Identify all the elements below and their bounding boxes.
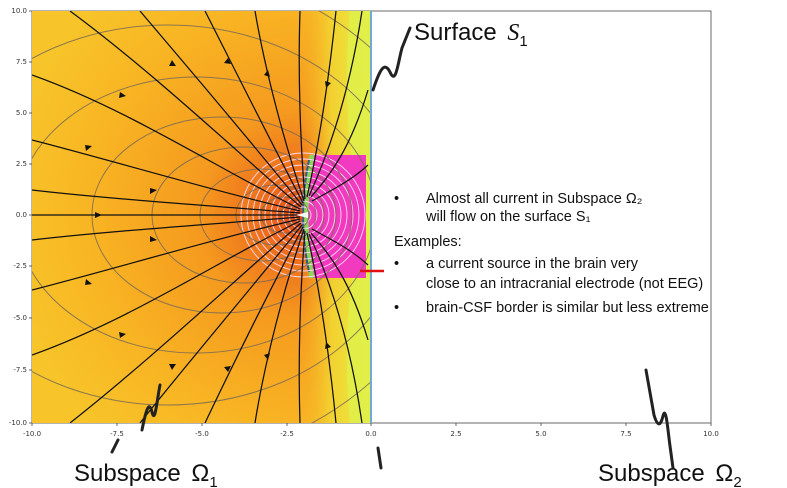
surface-label: Surface S1 (414, 19, 528, 50)
y-tick-label: 0.0 (16, 211, 27, 219)
note-1-line-2: will flow on the surface S₁ (426, 209, 591, 225)
note-2-line-1: a current source in the brain very (426, 256, 638, 272)
y-tick-label: 7.5 (16, 58, 27, 66)
y-tick-label: -5.0 (13, 314, 27, 322)
axis-ticks (29, 10, 712, 426)
x-tick-label: -5.0 (195, 430, 209, 438)
pointer-squiggles (110, 26, 675, 470)
field-arrows (85, 58, 331, 372)
bullet-3: • (394, 300, 400, 316)
x-tick-labels: -10.0 -7.5 -5.0 -2.5 0.0 2.5 5.0 7.5 10.… (23, 430, 719, 438)
subspace-right-label: Subspace Ω2 (598, 460, 742, 488)
squiggle-left-a (110, 438, 120, 454)
y-tick-labels: 10.0 7.5 5.0 2.5 0.0 -2.5 -5.0 -7.5 -10.… (9, 7, 27, 427)
field-region (32, 11, 371, 423)
subspace-left-label: Subspace Ω1 (74, 460, 218, 488)
note-2-line-2: close to an intracranial electrode (not … (426, 276, 704, 292)
bullet-2: • (394, 256, 400, 272)
y-tick-label: 5.0 (16, 109, 27, 117)
x-tick-label: 7.5 (620, 430, 631, 438)
note-1-line-1: Almost all current in Subspace Ω₂ (426, 191, 643, 207)
y-tick-label: -10.0 (9, 419, 27, 427)
field-lines (32, 11, 369, 423)
x-tick-label: 5.0 (535, 430, 546, 438)
x-tick-label: 0.0 (365, 430, 376, 438)
squiggle-mid (376, 446, 383, 470)
y-tick-label: -7.5 (13, 366, 27, 374)
x-tick-label: -10.0 (23, 430, 41, 438)
squiggle-right (644, 368, 675, 470)
x-tick-label: 2.5 (450, 430, 461, 438)
x-tick-label: -7.5 (110, 430, 124, 438)
source-marker (296, 212, 308, 218)
note-3-line-1: brain-CSF border is similar but less ext… (426, 300, 709, 316)
x-tick-label: 10.0 (703, 430, 719, 438)
y-tick-label: -2.5 (13, 262, 27, 270)
y-tick-label: 2.5 (16, 160, 27, 168)
squiggle-left-b (140, 383, 162, 432)
examples-heading: Examples: (394, 234, 462, 250)
x-tick-label: -2.5 (280, 430, 294, 438)
squiggle-surface (371, 26, 412, 92)
y-tick-label: 10.0 (11, 7, 27, 15)
bullet-1: • (394, 191, 400, 207)
